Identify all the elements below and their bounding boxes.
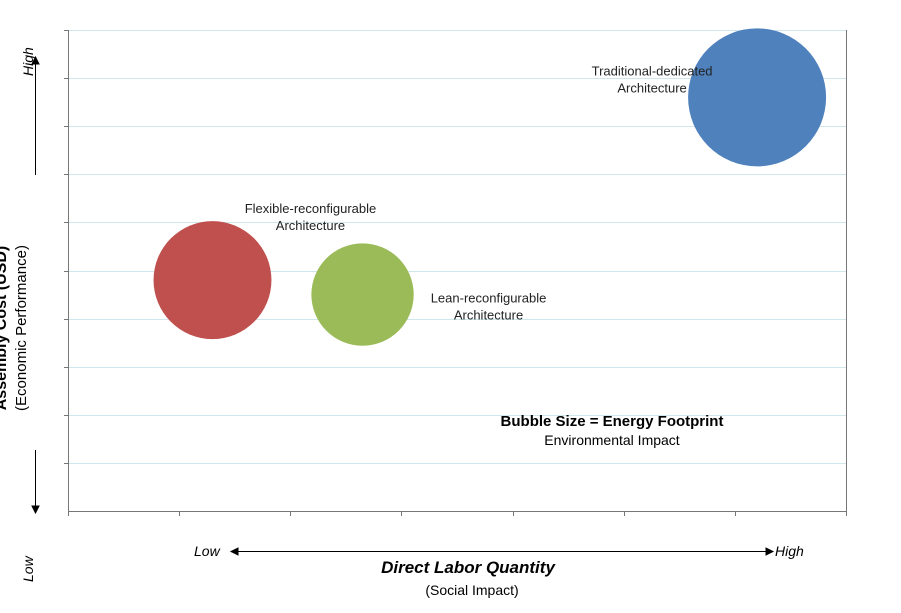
x-axis-title: Direct Labor Quantity [381,558,555,577]
bubble-label-line1: Lean-reconfigurable [431,291,547,306]
y-axis-title: Assembly Cost (USD) (Economic Performanc… [0,178,48,478]
y-axis-arrow [31,55,40,515]
y-axis-title-sub: (Economic Performance) [13,245,30,411]
axis-ticks [64,30,847,516]
bubble-label-line2: Architecture [276,218,345,233]
bubble [153,221,272,340]
y-high-label: High [20,47,36,76]
bubble-label-line1: Traditional-dedicated [592,63,713,78]
bubble-label-line2: Architecture [617,80,686,95]
bubble [688,28,827,167]
x-axis-subtitle: (Social Impact) [425,582,519,598]
bubbles [153,28,827,346]
bubble-labels: Traditional-dedicated Architecture Flexibl… [245,63,713,322]
x-high-label: High [775,543,804,559]
bubble-size-note-sub: Environmental Impact [544,432,680,448]
y-axis-title-main: Assembly Cost (USD) [0,245,10,411]
bubble-label-line1: Flexible-reconfigurable [245,201,377,216]
bubble-label-line2: Architecture [454,308,523,323]
x-axis-arrow [229,547,775,556]
bubble-size-note: Bubble Size = Energy Footprint [500,413,724,430]
axes [68,30,847,512]
x-low-label: Low [194,543,220,559]
bubble [311,243,414,346]
